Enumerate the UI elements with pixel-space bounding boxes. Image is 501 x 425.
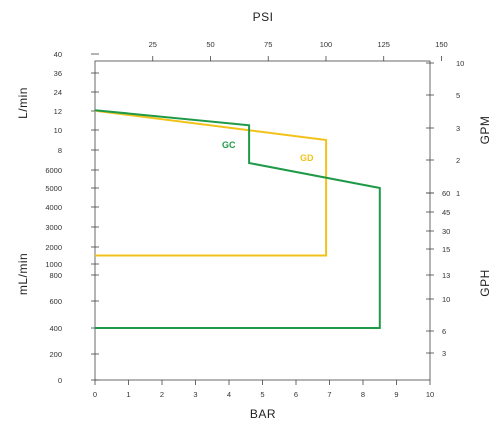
gph-tick-label: 10	[442, 295, 450, 304]
gpm-tick-label: 1	[456, 189, 460, 198]
axis-title-psi: PSI	[253, 10, 274, 24]
bar-tick-label: 4	[227, 390, 231, 399]
flow-tick-label: 600	[49, 297, 62, 306]
flow-tick-label: 200	[49, 350, 62, 359]
series-label-gc: GC	[222, 140, 236, 150]
right-flow-axis: 10 5 3 2 1 60 45 30 15 13 10 6 3	[426, 59, 464, 358]
gph-tick-label: 6	[442, 327, 446, 336]
flow-tick-label: 40	[54, 50, 62, 59]
flow-tick-label: 6000	[45, 166, 62, 175]
bar-tick-label: 6	[294, 390, 298, 399]
bar-tick-label: 2	[160, 390, 164, 399]
flow-tick-label: 12	[54, 107, 62, 116]
flow-tick-label: 1000	[45, 260, 62, 269]
psi-tick-label: 125	[377, 40, 390, 49]
axis-title-gph: GPH	[478, 269, 492, 297]
flow-tick-label: 10	[54, 126, 62, 135]
psi-tick-label: 100	[320, 40, 333, 49]
series-line-gd	[94, 109, 328, 257]
bar-tick-label: 7	[327, 390, 331, 399]
bottom-bar-axis: 0 1 2 3 4 5 6 7 8 9 10	[93, 380, 434, 399]
bar-tick-label: 9	[394, 390, 398, 399]
flow-tick-label: 2000	[45, 243, 62, 252]
psi-tick-label: 50	[206, 40, 214, 49]
axis-title-lmin: L/min	[16, 87, 30, 119]
flow-tick-label: 36	[54, 69, 62, 78]
flow-tick-label: 800	[49, 271, 62, 280]
bar-tick-label: 10	[426, 390, 434, 399]
gph-tick-label: 15	[442, 245, 450, 254]
gpm-tick-label: 2	[456, 156, 460, 165]
flow-tick-label: 5000	[45, 184, 62, 193]
gph-tick-label: 60	[442, 189, 450, 198]
flow-tick-label: 3000	[45, 223, 62, 232]
bar-tick-label: 8	[361, 390, 365, 399]
gph-tick-label: 45	[442, 208, 450, 217]
flow-tick-label: 400	[49, 324, 62, 333]
flow-tick-label: 24	[54, 88, 62, 97]
top-psi-axis: 25 50 75 100 125 150	[149, 40, 448, 61]
psi-tick-label: 150	[435, 40, 448, 49]
flow-tick-label: 4000	[45, 203, 62, 212]
series-label-gd: GD	[300, 153, 314, 163]
bar-tick-label: 3	[193, 390, 197, 399]
psi-tick-label: 75	[264, 40, 272, 49]
bar-tick-label: 5	[260, 390, 264, 399]
gph-tick-label: 3	[442, 349, 446, 358]
flow-tick-label: 8	[58, 146, 62, 155]
axis-title-mlmin: mL/min	[16, 253, 30, 295]
gpm-tick-label: 5	[456, 91, 460, 100]
psi-tick-label: 25	[149, 40, 157, 49]
bar-tick-label: 0	[93, 390, 97, 399]
gph-tick-label: 13	[442, 271, 450, 280]
bar-tick-label: 1	[126, 390, 130, 399]
flow-tick-label: 0	[58, 376, 62, 385]
gph-tick-label: 30	[442, 227, 450, 236]
series-line-gc	[94, 109, 381, 329]
gpm-tick-label: 3	[456, 124, 460, 133]
gpm-tick-label: 10	[456, 59, 464, 68]
axis-title-bar: BAR	[250, 407, 276, 421]
left-flow-axis: 4036241210860005000400030002000100080060…	[45, 50, 99, 385]
axis-title-gpm: GPM	[478, 116, 492, 145]
